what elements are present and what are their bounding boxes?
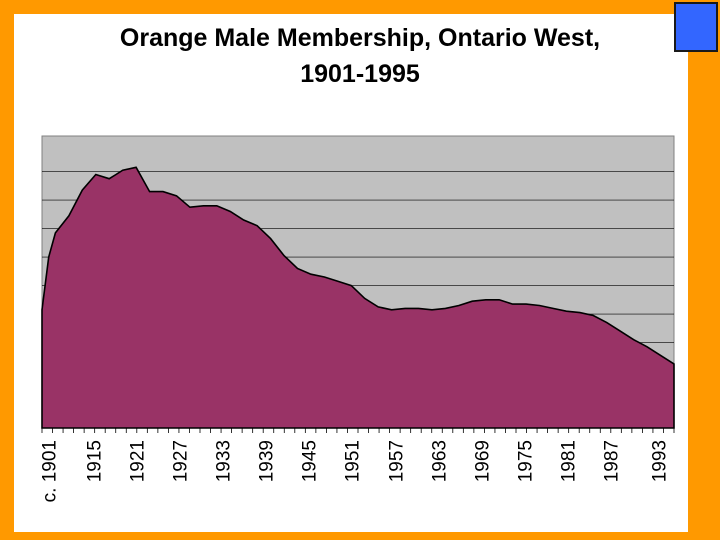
x-tick-label: 1987: [602, 440, 623, 482]
series-area: [41, 166, 675, 429]
x-tick-label: 1939: [257, 440, 278, 482]
x-tick-label: 1921: [128, 440, 149, 482]
x-tick-label: 1975: [516, 440, 537, 482]
x-axis-tick-labels: c. 1901 1915 1921 1927 1933 1939 1945 1951 1957 1…: [40, 440, 671, 502]
corner-square-button[interactable]: [674, 2, 718, 52]
x-tick-label: 1915: [85, 440, 106, 482]
x-tick-label: 1963: [430, 440, 451, 482]
x-tick-label: 1951: [343, 440, 364, 482]
x-tick-label: 1933: [214, 440, 235, 482]
x-tick-label: 1969: [473, 440, 494, 482]
x-tick-label: 1957: [387, 440, 408, 482]
x-tick-label: 1927: [171, 440, 192, 482]
chart-title: Orange Male Membership, Ontario West, 19…: [119, 24, 601, 88]
x-tick-label: c. 1901: [40, 440, 61, 502]
x-tick-label: 1981: [559, 440, 580, 482]
x-tick-label: 1945: [300, 440, 321, 482]
x-axis-ticks: [41, 428, 675, 433]
x-tick-label: 1993: [650, 440, 671, 482]
